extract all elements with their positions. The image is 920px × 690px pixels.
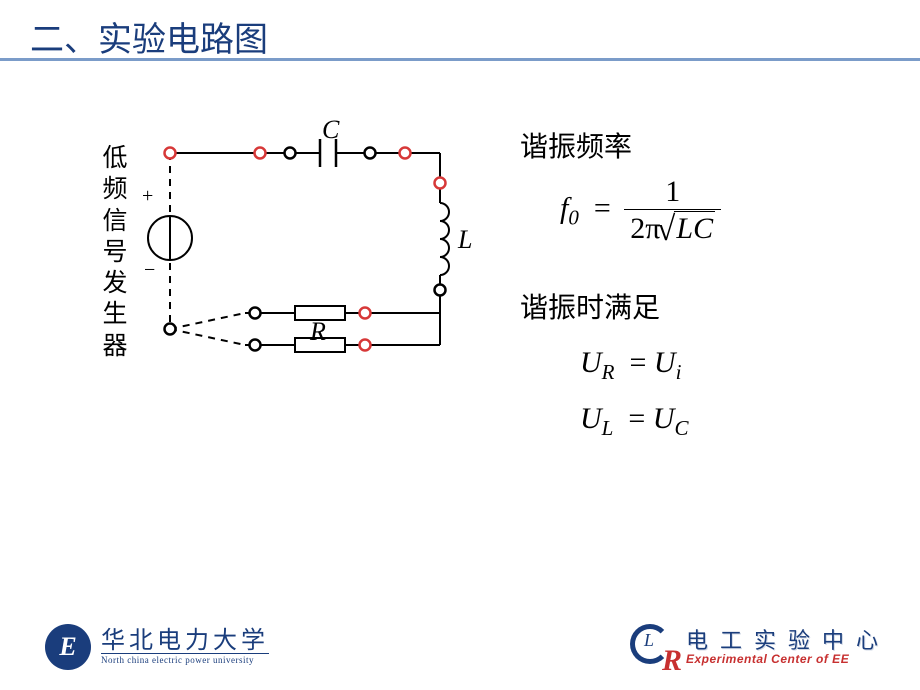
ncepu-name-cn: 华北电力大学 [101, 629, 269, 653]
terminal [360, 340, 371, 351]
terminal [435, 285, 446, 296]
terminal [165, 148, 176, 159]
ee-center-name-cn: 电工实验中心 [686, 630, 890, 652]
terminal [400, 148, 411, 159]
label-r: R [310, 317, 326, 347]
heading-resonance-cond: 谐振时满足 [520, 286, 721, 326]
heading-resonant-freq: 谐振频率 [520, 125, 721, 165]
ncepu-name-en: North china electric power university [101, 653, 269, 665]
source-label: 低频信号发生器 [100, 143, 130, 362]
terminal [435, 178, 446, 189]
terminal [250, 308, 261, 319]
title-underline [0, 58, 920, 61]
formula-column: 谐振频率 f0 = 1 2πLC 谐振时满足 UR = Ui UL = UC [520, 125, 721, 448]
polarity-minus: − [144, 259, 155, 282]
label-l: L [458, 225, 472, 255]
terminal [250, 340, 261, 351]
circuit-svg [130, 125, 475, 380]
formula-resonant-freq: f0 = 1 2πLC [560, 175, 721, 246]
terminal [255, 148, 266, 159]
ee-center-logo-icon: L R [630, 624, 678, 672]
footer-right: L R 电工实验中心 Experimental Center of EE [630, 624, 890, 672]
terminal [285, 148, 296, 159]
terminal [165, 324, 176, 335]
section-title: 二、实验电路图 [30, 12, 268, 61]
formula-conditions: UR = Ui UL = UC [580, 336, 721, 448]
terminal [365, 148, 376, 159]
ncepu-logo-icon: E [45, 624, 91, 670]
circuit-diagram: 低频信号发生器 [130, 125, 475, 380]
terminal [360, 308, 371, 319]
label-c: C [322, 115, 339, 145]
polarity-plus: + [142, 185, 153, 208]
footer-left: E 华北电力大学 North china electric power univ… [45, 624, 269, 670]
ee-center-name-en: Experimental Center of EE [686, 652, 890, 666]
